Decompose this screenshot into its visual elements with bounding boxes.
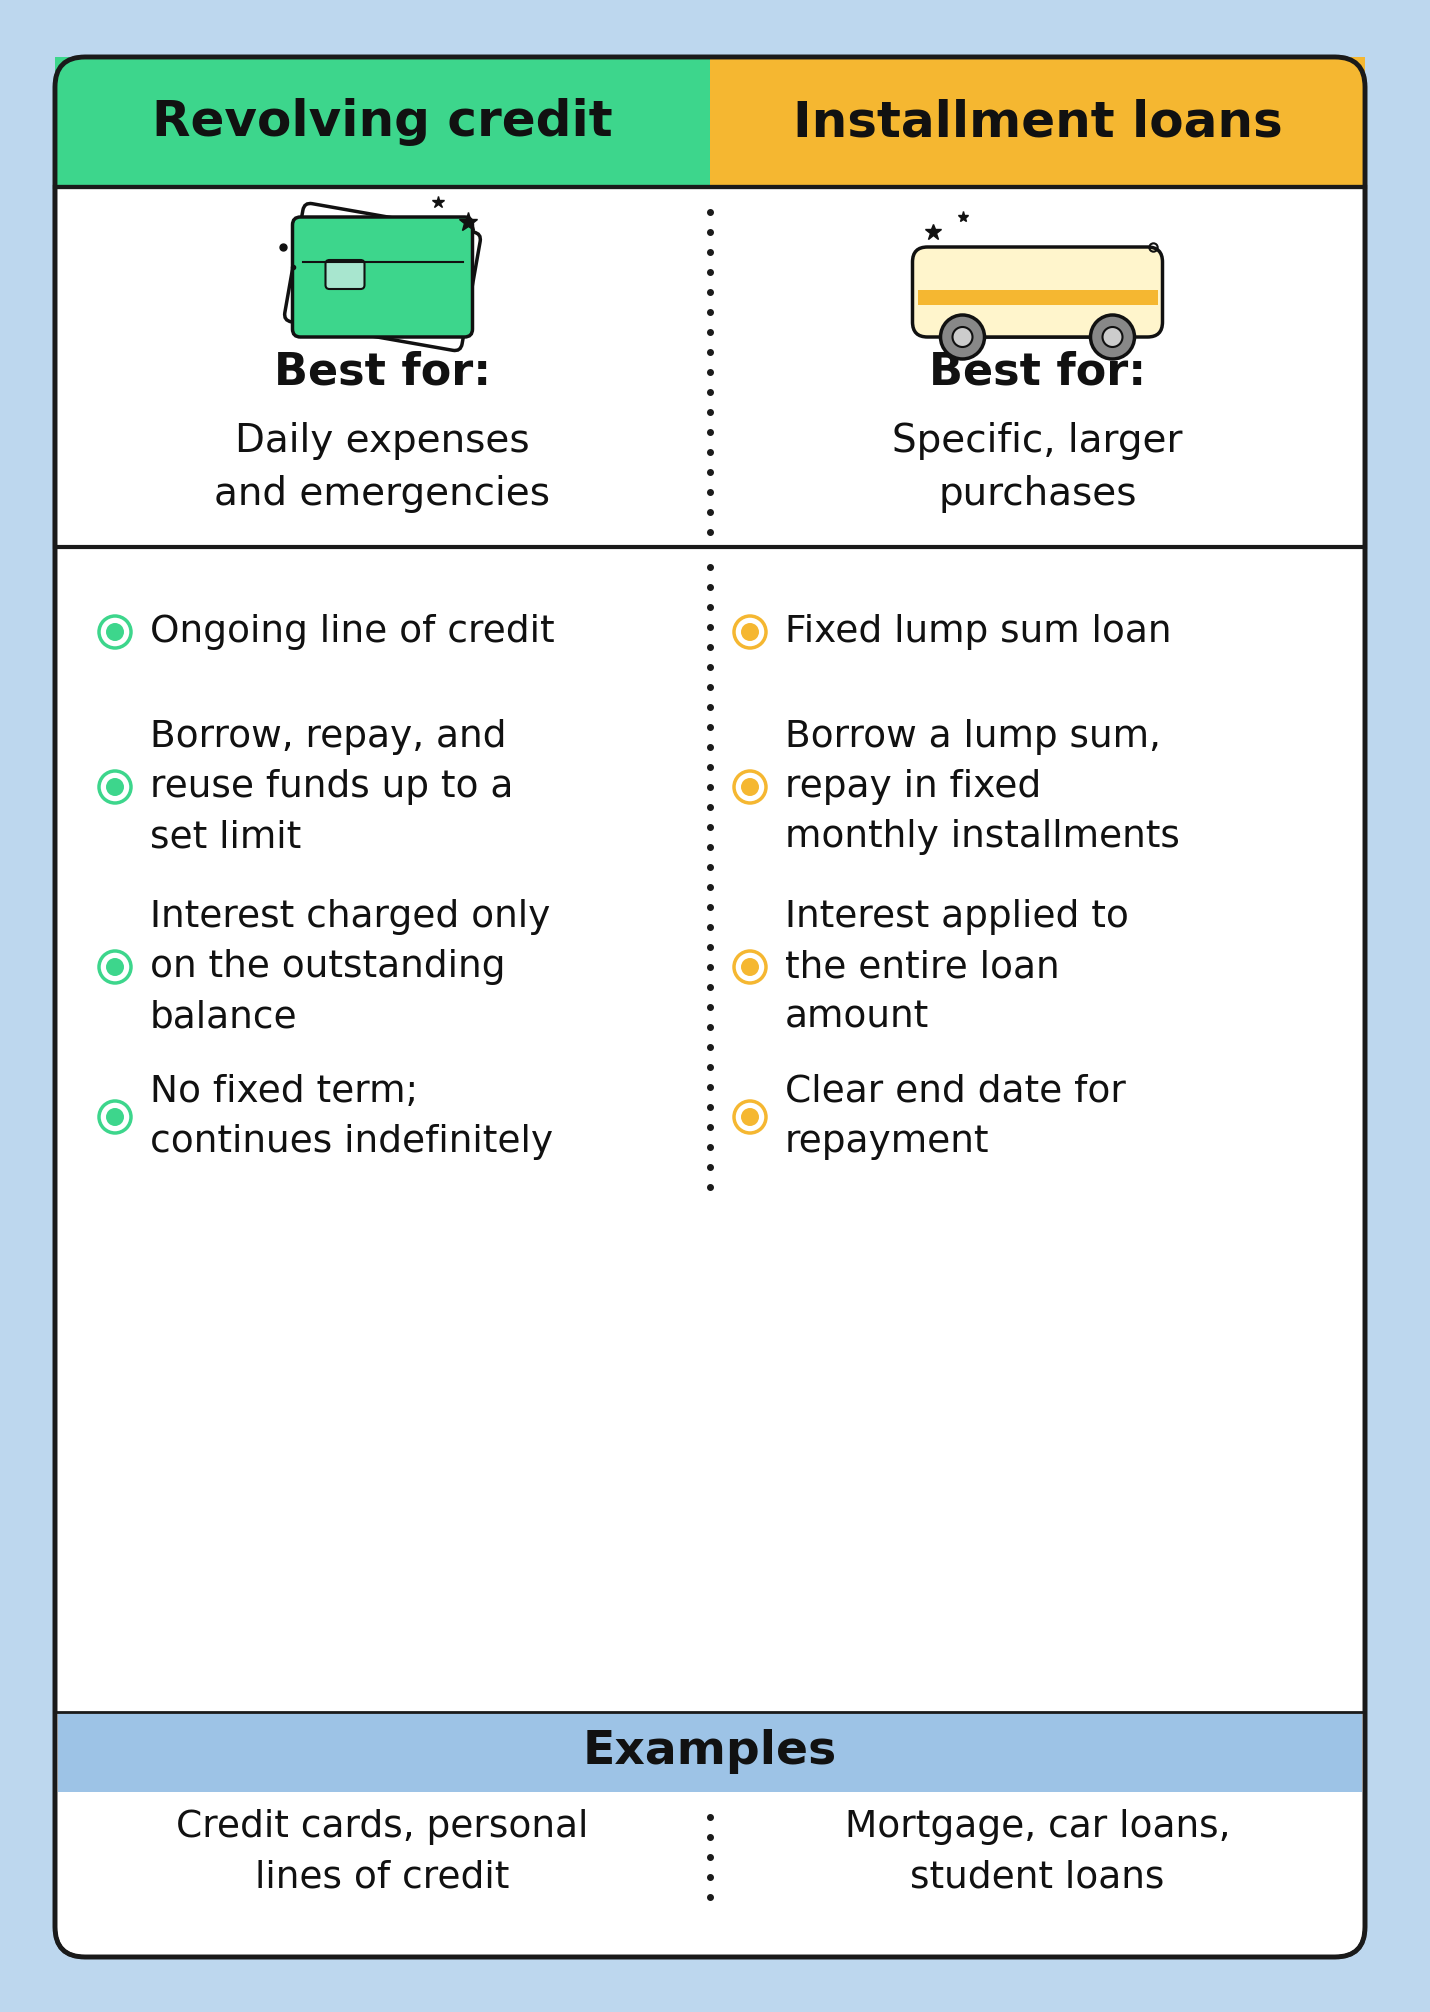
Text: Best for:: Best for: [930,350,1145,394]
Text: Interest applied to
the entire loan
amount: Interest applied to the entire loan amou… [785,899,1128,1034]
FancyBboxPatch shape [54,56,711,187]
Circle shape [99,1101,132,1133]
Circle shape [741,958,759,976]
Text: Specific, larger
purchases: Specific, larger purchases [892,421,1183,513]
Circle shape [99,616,132,648]
FancyBboxPatch shape [326,260,365,290]
Text: No fixed term;
continues indefinitely: No fixed term; continues indefinitely [150,1074,553,1161]
Circle shape [734,1101,766,1133]
Circle shape [734,952,766,984]
Text: Revolving credit: Revolving credit [152,99,613,147]
Bar [54,187,1366,547]
FancyBboxPatch shape [958,268,1117,336]
Text: Examples: Examples [583,1730,837,1775]
FancyBboxPatch shape [293,217,472,336]
Text: Installment loans: Installment loans [792,99,1283,147]
Circle shape [106,624,124,642]
Circle shape [99,771,132,803]
Circle shape [1091,316,1134,358]
Bar [59,1712,1361,1793]
Circle shape [106,1109,124,1127]
Text: Clear end date for
repayment: Clear end date for repayment [785,1074,1125,1161]
Bar [54,187,1366,547]
Text: Fixed lump sum loan: Fixed lump sum loan [785,614,1171,650]
Circle shape [741,624,759,642]
Circle shape [741,779,759,797]
FancyBboxPatch shape [711,56,1366,187]
FancyBboxPatch shape [711,56,1366,187]
Circle shape [941,316,984,358]
Text: Interest charged only
on the outstanding
balance: Interest charged only on the outstanding… [150,899,551,1034]
Circle shape [106,779,124,797]
Text: Mortgage, car loans,
student loans: Mortgage, car loans, student loans [845,1809,1230,1895]
Circle shape [1103,328,1123,346]
Circle shape [741,1109,759,1127]
Text: Borrow, repay, and
reuse funds up to a
set limit: Borrow, repay, and reuse funds up to a s… [150,718,513,855]
Circle shape [106,958,124,976]
Bar [711,123,1366,187]
Circle shape [734,616,766,648]
FancyBboxPatch shape [54,56,711,187]
Circle shape [952,328,972,346]
Bar [918,290,1157,306]
Text: Daily expenses
and emergencies: Daily expenses and emergencies [214,421,551,513]
FancyBboxPatch shape [54,56,1366,1958]
Circle shape [734,771,766,803]
Bar [54,123,711,187]
Text: Best for:: Best for: [275,350,490,394]
FancyBboxPatch shape [912,247,1163,336]
Text: Ongoing line of credit: Ongoing line of credit [150,614,555,650]
FancyBboxPatch shape [285,203,480,350]
Text: Credit cards, personal
lines of credit: Credit cards, personal lines of credit [176,1809,589,1895]
Circle shape [99,952,132,984]
Text: Borrow a lump sum,
repay in fixed
monthly installments: Borrow a lump sum, repay in fixed monthl… [785,718,1180,855]
